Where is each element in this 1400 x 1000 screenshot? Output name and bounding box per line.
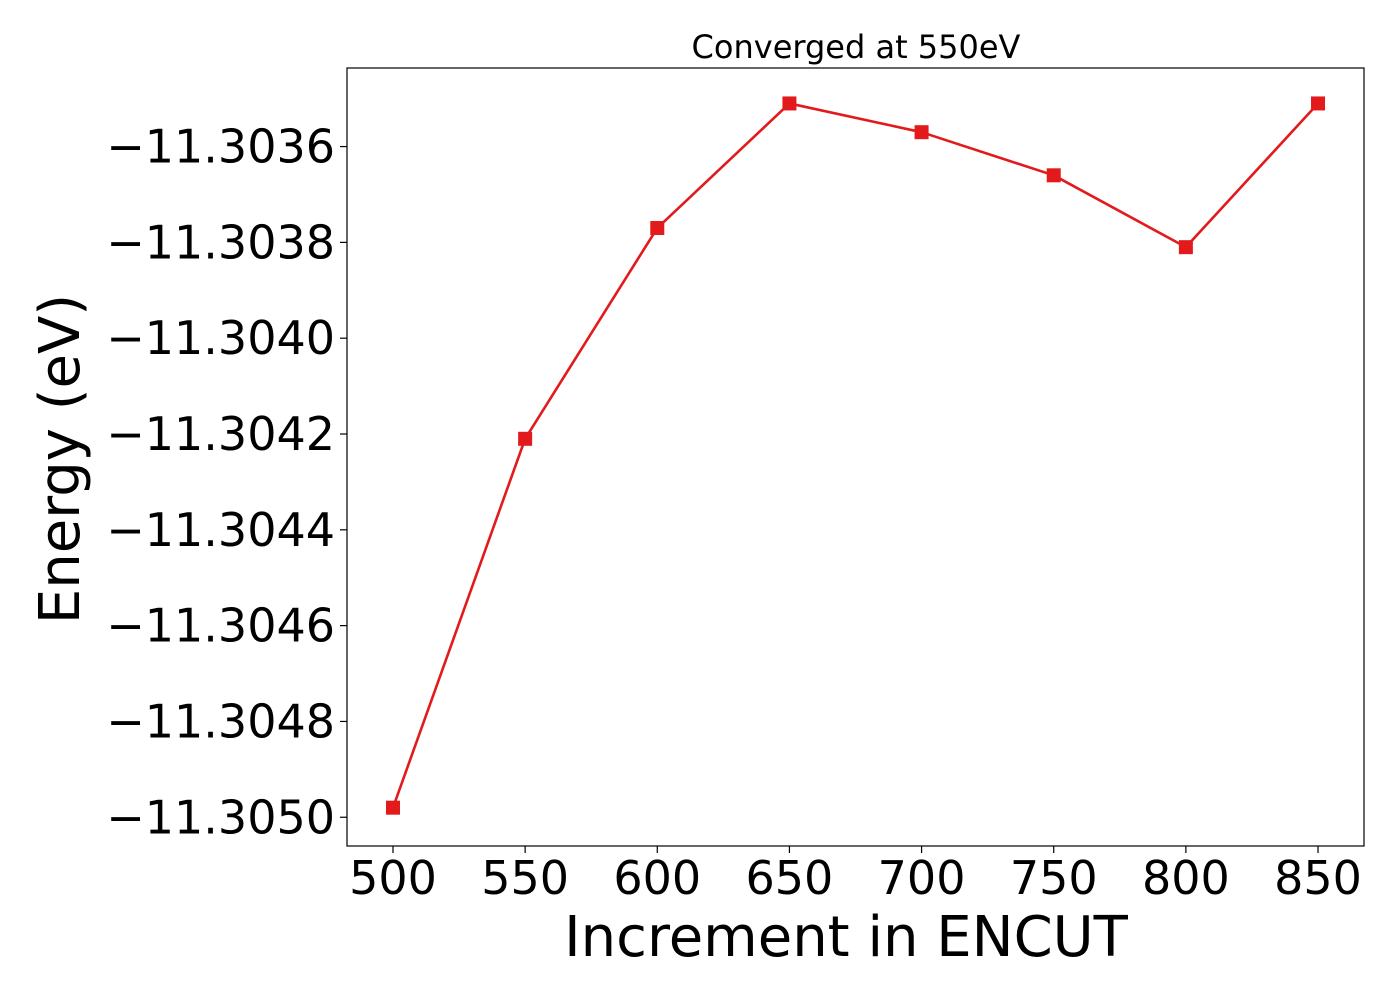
- y-tick-label: −11.3036: [106, 120, 335, 174]
- x-tick-label: 800: [1142, 851, 1230, 905]
- chart-title: Converged at 550eV: [692, 28, 1021, 66]
- y-tick-label: −11.3050: [106, 790, 335, 844]
- y-axis-ticks: −11.3050 −11.3048 −11.3046 −11.3044 −11.3042…: [106, 120, 347, 844]
- y-tick-label: −11.3044: [106, 503, 335, 557]
- x-tick-label: 600: [613, 851, 701, 905]
- data-point: [1046, 168, 1061, 183]
- y-tick-label: −11.3048: [106, 694, 335, 748]
- x-axis-label: Increment in ENCUT: [564, 905, 1129, 970]
- data-point: [650, 221, 665, 236]
- data-point: [1178, 240, 1193, 255]
- x-tick-label: 650: [746, 851, 834, 905]
- y-tick-label: −11.3042: [106, 407, 335, 461]
- plot-area-frame: [346, 67, 1365, 847]
- x-tick-label: 750: [1010, 851, 1098, 905]
- data-point: [1311, 96, 1326, 111]
- x-tick-label: 850: [1274, 851, 1362, 905]
- x-tick-label: 500: [349, 851, 437, 905]
- series-line: [391, 102, 1319, 809]
- y-axis-label: Energy (eV): [28, 294, 93, 624]
- data-point: [782, 96, 797, 111]
- data-point: [914, 125, 929, 140]
- data-point: [518, 431, 533, 446]
- data-point: [385, 800, 400, 815]
- x-axis-ticks: 500 550 600 650 700 750 800 850: [349, 846, 1362, 905]
- y-tick-label: −11.3038: [106, 215, 335, 269]
- series-layer: [385, 96, 1326, 815]
- x-tick-label: 550: [481, 851, 569, 905]
- y-tick-label: −11.3040: [106, 311, 335, 365]
- y-tick-label: −11.3046: [106, 599, 335, 653]
- x-tick-label: 700: [878, 851, 966, 905]
